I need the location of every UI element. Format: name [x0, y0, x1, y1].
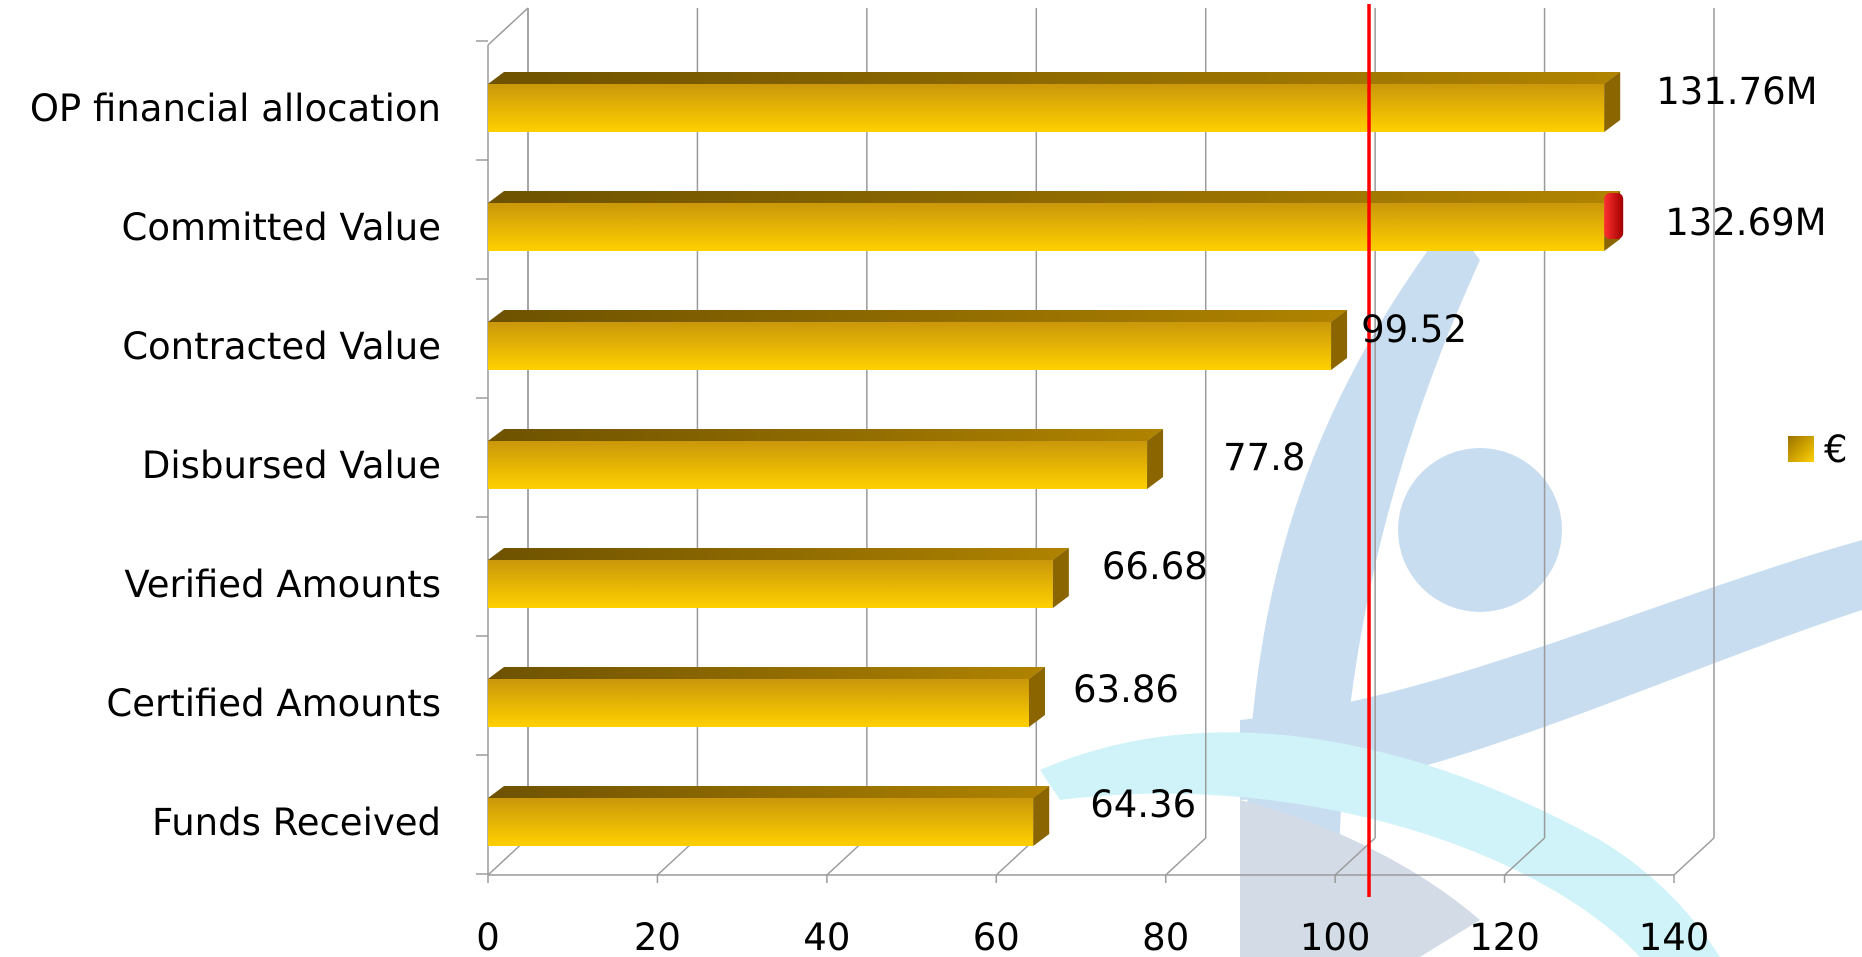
category-label: Funds Received	[152, 801, 441, 844]
x-tick-label: 100	[1300, 916, 1371, 957]
bar	[488, 667, 1045, 727]
labels-group: 0 20 40 60 80 100 120 140 OP financial allocatio…	[30, 70, 1827, 957]
bar-end-face	[1331, 310, 1348, 370]
floor-gridline	[1165, 837, 1207, 876]
bar-top-face	[488, 72, 1621, 84]
bar-end-face	[1033, 786, 1050, 846]
legend: €	[1788, 428, 1848, 471]
bar-top-face	[488, 548, 1069, 560]
bar-end-face	[1604, 72, 1621, 132]
legend-swatch	[1788, 436, 1814, 462]
floor-gridline	[1673, 837, 1715, 876]
bar-front-face	[488, 441, 1148, 489]
bar-front-face	[488, 322, 1332, 370]
x-tick-label: 80	[1142, 916, 1189, 957]
bar	[488, 72, 1621, 132]
bar-front-face	[488, 203, 1605, 251]
data-label: 66.68	[1102, 545, 1208, 588]
bar-front-face	[488, 84, 1605, 132]
bar	[488, 548, 1069, 608]
data-label: 132.69M	[1665, 201, 1826, 244]
bar	[488, 191, 1624, 251]
background-watermark	[1040, 220, 1862, 957]
x-tick-label: 20	[634, 916, 681, 957]
data-label: 63.86	[1073, 668, 1179, 711]
bar	[488, 310, 1348, 370]
legend-label: €	[1824, 428, 1848, 471]
floor-gridline	[1504, 837, 1546, 876]
category-label: Contracted Value	[122, 325, 441, 368]
bar-front-face	[488, 798, 1034, 846]
bars-group	[488, 72, 1624, 846]
category-label: Disbursed Value	[142, 444, 441, 487]
bar	[488, 429, 1164, 489]
bar-top-face	[488, 786, 1050, 798]
wall-edge	[487, 7, 529, 46]
bar-top-face	[488, 429, 1164, 441]
data-label: 99.52	[1361, 308, 1467, 351]
category-label: Certified Amounts	[106, 682, 441, 725]
x-tick-label: 120	[1469, 916, 1540, 957]
x-tick-label: 40	[803, 916, 850, 957]
bar-front-face	[488, 679, 1029, 727]
category-label: Verified Amounts	[124, 563, 441, 606]
overflow-marker	[1604, 193, 1624, 239]
bar-top-face	[488, 667, 1045, 679]
bar-top-face	[488, 310, 1348, 322]
bar-front-face	[488, 560, 1053, 608]
bar	[488, 786, 1050, 846]
x-tick-label: 0	[476, 916, 500, 957]
category-label: OP financial allocation	[30, 87, 441, 130]
x-tick-label: 140	[1639, 916, 1710, 957]
bar-top-face	[488, 191, 1621, 203]
x-tick-label: 60	[973, 916, 1020, 957]
category-label: Committed Value	[122, 206, 441, 249]
bar-end-face	[1052, 548, 1069, 608]
bar-end-face	[1028, 667, 1045, 727]
bar-end-face	[1147, 429, 1164, 489]
data-label: 131.76M	[1656, 70, 1817, 113]
data-label: 77.8	[1223, 436, 1305, 479]
data-label: 64.36	[1090, 783, 1196, 826]
